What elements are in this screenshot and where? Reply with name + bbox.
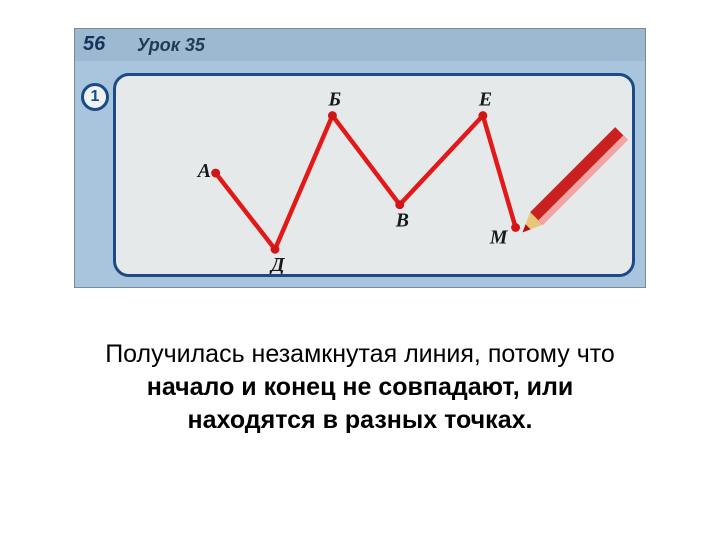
point-label-Б: Б — [327, 89, 341, 111]
exercise-number: 1 — [91, 88, 100, 106]
pencil-highlight — [538, 135, 627, 224]
exercise-badge: 1 — [81, 83, 109, 111]
point-label-A: A — [196, 160, 211, 182]
lesson-title: Урок 35 — [137, 35, 205, 56]
pencil-body — [530, 127, 628, 225]
polyline — [216, 116, 516, 250]
point-label-В: В — [395, 209, 409, 231]
point-label-Е: Е — [478, 89, 492, 111]
point-Д — [271, 245, 280, 254]
point-Е — [478, 111, 487, 120]
point-М — [511, 223, 520, 232]
diagram-panel: A Д Б В Е М — [113, 73, 635, 277]
point-label-М: М — [489, 226, 509, 248]
point-A — [211, 169, 220, 178]
polyline-diagram: A Д Б В Е М — [116, 76, 632, 274]
caption-line-2: начало и конец не совпадают, или — [0, 373, 720, 402]
page-number: 56 — [83, 33, 105, 56]
caption-line-3: находятся в разных точках. — [0, 406, 720, 435]
point-В — [395, 200, 404, 209]
point-label-Д: Д — [269, 254, 286, 274]
caption-line-1: Получилась незамкнутая линия, потому что — [0, 340, 720, 369]
textbook-block: 56 Урок 35 1 A Д Б В Е М — [74, 28, 646, 288]
caption-block: Получилась незамкнутая линия, потому что… — [0, 340, 720, 435]
point-Б — [328, 111, 337, 120]
